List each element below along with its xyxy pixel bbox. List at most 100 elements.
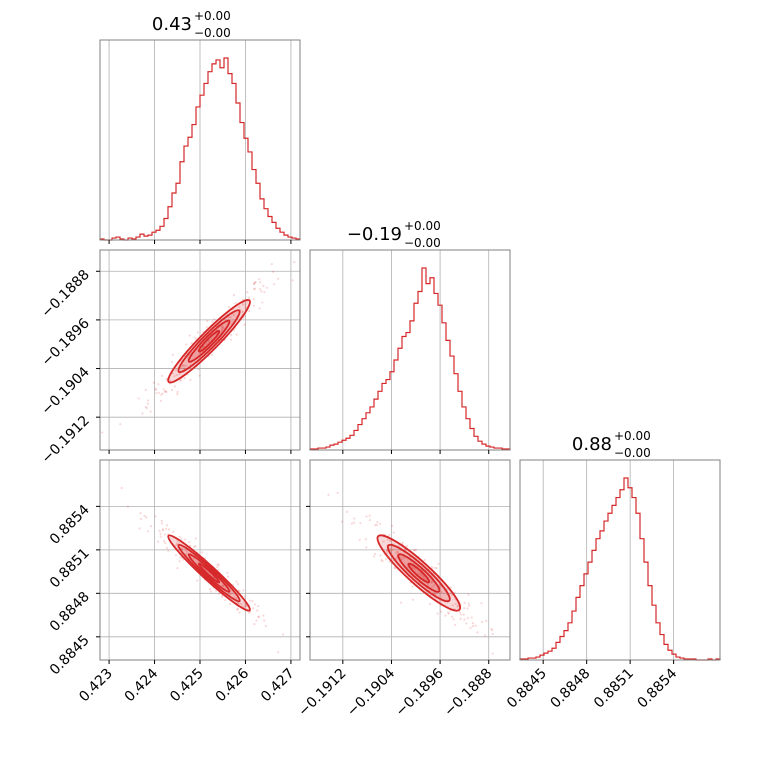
sample-point (254, 281, 257, 284)
sample-point (258, 278, 261, 281)
sample-point (209, 590, 213, 593)
sample-point (262, 614, 265, 617)
sample-point (251, 600, 254, 603)
sample-point (237, 602, 240, 605)
sample-point (437, 562, 440, 565)
sample-point (160, 393, 163, 396)
sample-point (276, 651, 280, 654)
sample-point (149, 525, 153, 528)
sample-point (168, 528, 171, 531)
sample-point (161, 392, 164, 395)
sample-point (270, 263, 273, 266)
title-lower-2: −0.00 (614, 446, 651, 460)
sample-point (235, 333, 238, 336)
sample-point (421, 575, 425, 578)
sample-point (170, 388, 174, 392)
sample-point (226, 571, 229, 575)
sample-point (264, 624, 267, 628)
sample-point (456, 604, 459, 607)
sample-point (178, 372, 181, 375)
sample-point (257, 615, 260, 619)
histogram-line-2 (519, 477, 721, 661)
x-tick-label-p0-1: 0.424 (122, 665, 162, 705)
sample-point (160, 374, 164, 378)
sample-point (413, 549, 416, 552)
sample-point (392, 531, 395, 534)
sample-point (158, 391, 161, 394)
sample-point (252, 298, 255, 301)
sample-point (183, 376, 186, 380)
sample-point (234, 302, 237, 305)
sample-point (162, 539, 166, 543)
sample-point (258, 307, 261, 310)
sample-point (259, 281, 262, 284)
sample-point (411, 598, 415, 601)
sample-point (381, 560, 384, 563)
sample-point (146, 399, 150, 402)
sample-point (451, 615, 454, 618)
sample-point (471, 622, 474, 625)
sample-point (327, 493, 330, 496)
sample-point (173, 385, 176, 388)
sample-point (243, 595, 246, 598)
title-value-0: 0.43 (152, 14, 192, 35)
y-tick-label-p1-3: −0.1888 (39, 267, 93, 321)
sample-point (236, 601, 239, 604)
title-lower-1: −0.00 (404, 236, 441, 250)
x-tick-label-p1-1: −0.1904 (344, 665, 398, 719)
title-value-1: −0.19 (347, 224, 402, 245)
sample-point (238, 590, 241, 593)
title-value-2: 0.88 (572, 434, 612, 455)
sample-point (254, 281, 257, 284)
sample-point (237, 582, 240, 586)
sample-point (253, 282, 256, 285)
sample-point (430, 566, 434, 569)
sample-point (451, 604, 454, 607)
x-tick-label-p0-3: 0.426 (213, 665, 253, 705)
sample-point (373, 555, 376, 558)
sample-point (273, 283, 276, 286)
sample-point (244, 604, 248, 607)
sample-point (232, 293, 235, 297)
sample-point (154, 388, 157, 391)
sample-point (176, 390, 179, 393)
sample-point (388, 560, 391, 563)
sample-point (259, 288, 262, 291)
y-tick-label-p1-2: −0.1896 (39, 315, 93, 369)
x-tick-label-p2-0: 0.8845 (504, 666, 550, 712)
sample-point (353, 517, 356, 520)
sample-point (185, 364, 188, 367)
sample-point (179, 379, 182, 382)
sample-point (202, 345, 206, 348)
title-lower-0: −0.00 (194, 26, 231, 40)
sample-point (393, 566, 396, 569)
contour-level-1 (177, 309, 241, 374)
sample-point (221, 326, 224, 329)
sample-point (164, 542, 167, 545)
sample-point (241, 311, 244, 314)
sample-point (193, 545, 196, 548)
sample-point (386, 538, 389, 541)
y-tick-label-p2-0: 0.8845 (47, 632, 93, 678)
y-tick-label-p2-3: 0.8854 (47, 502, 93, 548)
sample-point (240, 603, 243, 606)
sample-point (271, 270, 275, 273)
sample-point (236, 607, 240, 611)
sample-point (145, 406, 148, 410)
sample-point (235, 580, 238, 583)
sample-point (243, 323, 246, 326)
sample-point (197, 561, 200, 564)
sample-point (466, 607, 469, 610)
sample-point (229, 603, 232, 606)
sample-point (446, 611, 450, 614)
sample-point (179, 378, 183, 382)
sample-point (242, 605, 246, 608)
histogram-panel-2: 0.88 +0.00 −0.00 (519, 429, 721, 664)
sample-point (247, 611, 251, 614)
sample-point (163, 533, 167, 536)
sample-point (435, 566, 438, 570)
sample-point (374, 523, 377, 527)
sample-point (463, 601, 466, 605)
sample-point (222, 584, 225, 587)
